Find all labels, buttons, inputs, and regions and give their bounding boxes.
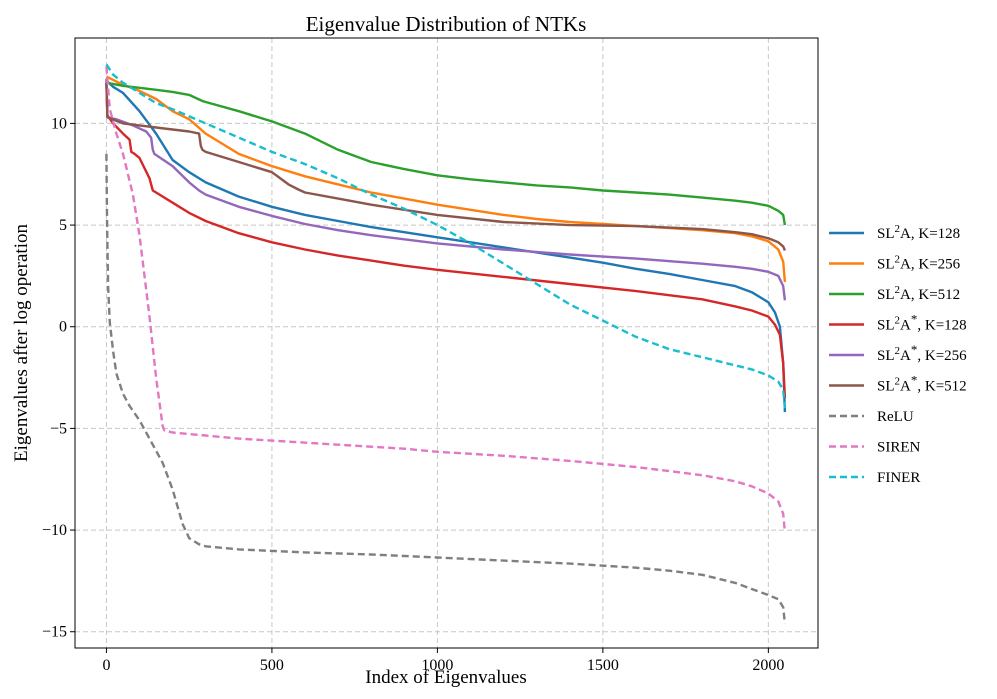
y-tick-label: −5 [50,420,67,437]
legend-label: SL2A, K=512 [877,284,960,303]
legend-text: SL [877,379,895,395]
series-line-4 [105,78,787,301]
legend-text: SL [877,318,895,334]
legend-superscript: 2 [895,315,901,327]
y-tick-label: −15 [42,624,67,641]
y-tick-label: 5 [59,217,67,234]
legend-label: FINER [877,470,920,486]
plot-frame [74,37,819,649]
legend-superscript: 2 [895,254,901,266]
legend-text: A [900,379,911,395]
x-tick-label: 0 [102,657,110,674]
legend-text: , K=256 [911,257,961,273]
legend-text: A [900,318,911,334]
series-line-0 [105,79,787,413]
legend-superscript: * [911,312,918,327]
legend-text: , K=256 [917,348,967,364]
legend-superscript: * [911,373,918,388]
series-line-7 [105,66,787,533]
legend-superscript: 2 [895,284,901,296]
y-tick-label: 0 [59,319,67,336]
legend-label: SIREN [877,440,921,456]
legend-text: , K=512 [911,287,960,303]
legend-text: SL [877,287,895,303]
x-axis-label: Index of Eigenvalues [365,667,526,688]
legend-text: , K=512 [917,379,966,395]
legend-label: ReLU [877,409,914,425]
series-lines [105,63,787,624]
legend-text: SL [877,348,895,364]
legend-superscript: 2 [895,376,901,388]
legend-superscript: 2 [895,223,901,235]
legend-text: SIREN [877,440,921,456]
y-tick-label: −10 [42,522,67,539]
y-tick-label: 10 [51,115,67,132]
series-line-5 [105,82,787,251]
legend-text: SL [877,257,895,273]
legend-text: A [900,348,911,364]
legend-text: ReLU [877,409,914,425]
legend-text: , K=128 [917,318,966,334]
axis-ticks: 0 500 1000 1500 2000 −15 −10 −5 0 5 10 [42,115,784,674]
legend-text: A [900,226,911,242]
series-line-2 [106,81,787,226]
legend-text: A [900,257,911,273]
x-tick-label: 1000 [421,657,453,674]
x-tick-label: 2000 [752,657,784,674]
legend-label: SL2A*, K=256 [877,342,967,364]
legend-text: , K=128 [911,226,960,242]
series-line-3 [105,82,787,398]
legend-label: SL2A*, K=128 [877,312,967,334]
legend-label: SL2A, K=128 [877,223,960,242]
chart-title: Eigenvalue Distribution of NTKs [306,12,587,36]
series-line-6 [105,153,787,624]
legend-text: FINER [877,470,920,486]
legend-text: A [900,287,911,303]
legend-superscript: * [911,342,918,357]
y-axis-label: Eigenvalues after log operation [11,224,32,462]
x-tick-label: 500 [260,657,284,674]
legend-label: SL2A*, K=512 [877,373,967,395]
legend-label: SL2A, K=256 [877,254,961,273]
x-tick-label: 1500 [587,657,619,674]
series-line-8 [105,63,787,409]
series-line-1 [105,75,787,283]
legend-text: SL [877,226,895,242]
legend-superscript: 2 [895,345,901,357]
grid [75,38,818,648]
